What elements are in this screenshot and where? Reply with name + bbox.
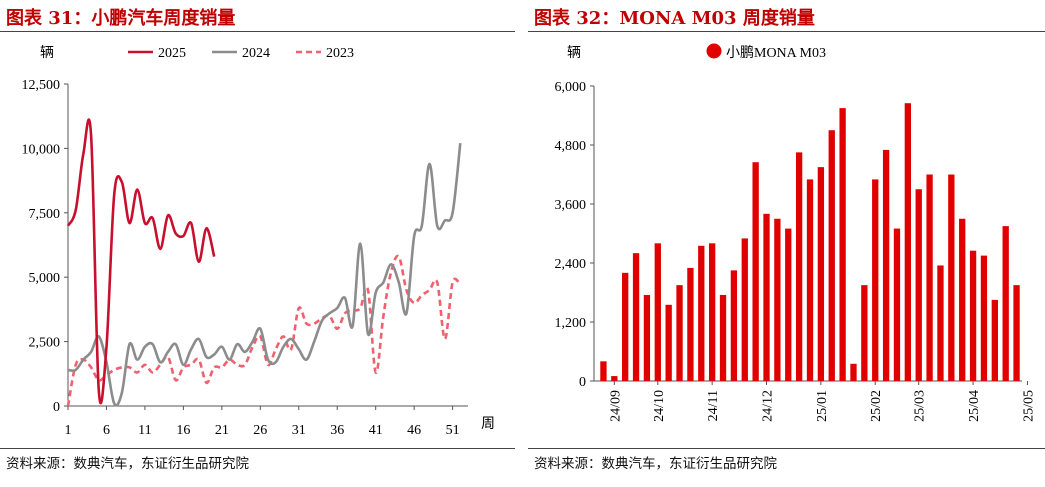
bar [850,363,857,381]
right-top-rule [528,31,1045,32]
bar [980,255,988,381]
x-tick-label: 21 [215,423,229,438]
bar [937,265,944,381]
y-tick-label: 2,400 [555,257,587,272]
x-tick-label: 51 [446,423,460,438]
series-line-2024 [67,143,462,407]
x-tick-label: 25/05 [1021,390,1036,422]
right-bottom-rule [528,448,1045,449]
y-tick-label: 2,500 [29,336,61,351]
x-tick-label: 25/04 [967,390,982,422]
x-tick-label: 25/02 [869,390,884,422]
y-tick-label: 7,500 [29,207,61,222]
bar [882,149,890,381]
bar [893,228,901,381]
right-panel: 图表 32：MONA M03 周度销量 辆 小鹏MONA M03 0 1,200 2,4… [528,0,1045,487]
legend-label-2025: 2025 [158,46,186,61]
bar [719,294,727,381]
right-bar-chart: 辆 小鹏MONA M03 0 1,200 2,400 3,600 4,800 6,000 24/… [555,43,1036,422]
bar [698,245,705,381]
bar [828,130,835,381]
x-tick-label: 24/09 [608,390,623,422]
bar [785,228,792,381]
y-tick-label: 10,000 [22,142,61,157]
series-line-2023 [66,254,462,407]
left-bottom-rule [0,448,515,449]
right-chart-title: 图表 32：MONA M03 周度销量 [534,8,815,29]
y-axis-unit-label: 辆 [40,45,54,61]
y-tick-label: 1,200 [555,316,587,331]
x-tick-label: 26 [253,423,267,438]
x-tick-label: 36 [330,423,344,438]
bar [904,103,911,381]
bar [915,189,922,381]
x-tick-label: 16 [176,423,190,438]
x-tick-label: 46 [407,423,421,438]
bar [926,174,933,381]
x-tick-label: 1 [65,423,72,438]
left-chart-title: 图表 31：小鹏汽车周度销量 [6,8,236,29]
left-top-rule [0,31,515,32]
y-axis-unit-label: 辆 [567,45,581,61]
left-source-note: 资料来源：数典汽车，东证衍生品研究院 [6,456,249,472]
bar [676,285,683,381]
y-tick-label: 6,000 [555,80,587,95]
x-tick-label: 41 [369,423,383,438]
legend-label-2023: 2023 [326,46,354,61]
bar [774,218,781,381]
bar [611,376,618,381]
bar [806,179,814,381]
bar [622,272,629,381]
legend-label-2024: 2024 [242,46,270,61]
x-tick-label: 25/01 [815,390,830,422]
bar [969,250,977,381]
bar [600,361,607,381]
x-tick-label: 31 [292,423,306,438]
legend-label: 小鹏MONA M03 [726,45,826,61]
y-tick-label: 4,800 [555,139,587,154]
legend-marker [706,43,722,59]
y-tick-label: 0 [53,400,60,415]
y-tick-label: 12,500 [22,78,61,93]
bar [730,270,738,381]
bar [1002,226,1009,381]
x-tick-label: 25/03 [913,390,928,422]
y-tick-label: 5,000 [29,271,61,286]
bar [1013,285,1020,381]
bar [839,108,846,381]
x-tick-label: 6 [103,423,110,438]
bar [872,179,879,381]
bar [665,304,672,381]
bar [643,294,651,381]
bar [861,285,868,381]
y-tick-label: 0 [579,375,586,390]
left-line-chart: 辆 2025 2024 2023 0 2,500 5,000 7,500 10,000 12,50… [22,45,496,438]
series-line-2025 [66,118,216,405]
bar [709,243,716,381]
right-source-note: 资料来源：数典汽车，东证衍生品研究院 [534,456,777,472]
bar [959,218,966,381]
bar [687,267,694,381]
bar [752,162,759,381]
bar [632,253,640,381]
x-tick-label: 24/10 [652,390,667,422]
left-panel: 图表 31：小鹏汽车周度销量 辆 2025 2024 2023 0 2,500 5,000 7… [0,0,515,487]
x-tick-label: 24/12 [761,390,776,422]
bar [741,238,748,381]
x-tick-label: 11 [138,423,151,438]
bar [817,167,825,381]
bar [654,243,661,381]
bar [991,299,998,381]
bar [948,174,955,381]
y-tick-label: 3,600 [555,198,587,213]
bar [795,152,803,381]
x-tick-label: 24/11 [706,390,721,421]
bar [763,213,770,381]
x-axis-unit-label: 周 [481,417,495,432]
